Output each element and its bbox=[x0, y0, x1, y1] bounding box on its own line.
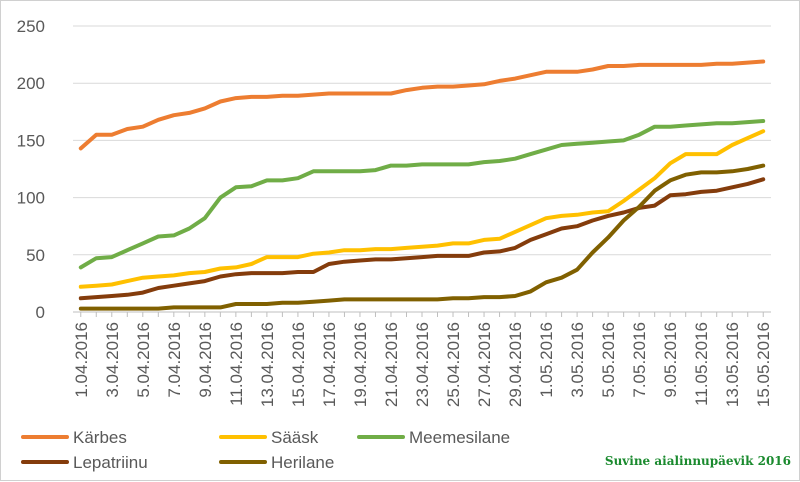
x-tick-label: 7.05.2016 bbox=[630, 322, 649, 398]
x-tick-label: 1.04.2016 bbox=[72, 322, 91, 398]
x-tick-label: 7.04.2016 bbox=[165, 322, 184, 398]
y-tick-label: 0 bbox=[36, 303, 45, 322]
x-tick-label: 15.05.2016 bbox=[754, 322, 773, 407]
x-tick-label: 11.05.2016 bbox=[692, 322, 711, 406]
x-tick-label: 9.05.2016 bbox=[661, 322, 680, 398]
x-tick-label: 13.05.2016 bbox=[723, 322, 742, 407]
x-axis: 1.04.2016 3.04.2016 5.04.2016 7.04.2016 9.04… bbox=[72, 312, 773, 407]
series-line-meemesilane bbox=[78, 119, 766, 270]
x-tick-label: 3.04.2016 bbox=[103, 322, 122, 398]
legend-label: Kärbes bbox=[73, 428, 127, 447]
y-tick-label: 50 bbox=[26, 246, 45, 265]
x-tick-label: 27.04.2016 bbox=[475, 322, 494, 407]
series-line-lepatriinu bbox=[78, 177, 766, 301]
series-lines bbox=[78, 59, 766, 311]
legend-label: Meemesilane bbox=[409, 428, 510, 447]
x-tick-label: 15.04.2016 bbox=[289, 322, 308, 407]
y-tick-label: 150 bbox=[17, 131, 45, 150]
x-tick-label: 3.05.2016 bbox=[568, 322, 587, 398]
x-tick-label: 21.04.2016 bbox=[382, 322, 401, 407]
x-tick-label: 5.05.2016 bbox=[599, 322, 618, 398]
series-line-sääsk bbox=[78, 129, 766, 289]
legend-label: Herilane bbox=[271, 453, 334, 472]
x-tick-label: 13.04.2016 bbox=[258, 322, 277, 407]
x-tick-label: 5.04.2016 bbox=[134, 322, 153, 398]
legend: Kärbes Sääsk Meemesilane Lepatriinu Herilane bbox=[21, 428, 510, 472]
x-tick-label: 1.05.2016 bbox=[537, 322, 556, 398]
x-tick-label: 29.04.2016 bbox=[506, 322, 525, 407]
series-line-herilane bbox=[78, 163, 766, 311]
watermark: Suvine aialinnupäevik 2016 bbox=[604, 454, 791, 468]
y-tick-label: 100 bbox=[17, 189, 45, 208]
y-tick-label: 200 bbox=[17, 74, 45, 93]
x-tick-label: 11.04.2016 bbox=[227, 322, 246, 406]
x-tick-label: 9.04.2016 bbox=[196, 322, 215, 398]
legend-label: Lepatriinu bbox=[73, 453, 148, 472]
x-tick-label: 25.04.2016 bbox=[444, 322, 463, 407]
series-line-kärbes bbox=[78, 59, 766, 151]
y-tick-label: 250 bbox=[17, 17, 45, 36]
x-tick-label: 23.04.2016 bbox=[413, 322, 432, 407]
y-axis: 0 50 100 150 200 250 bbox=[17, 17, 45, 322]
x-tick-label: 17.04.2016 bbox=[320, 322, 339, 407]
legend-label: Sääsk bbox=[271, 428, 319, 447]
x-tick-label: 19.04.2016 bbox=[351, 322, 370, 407]
